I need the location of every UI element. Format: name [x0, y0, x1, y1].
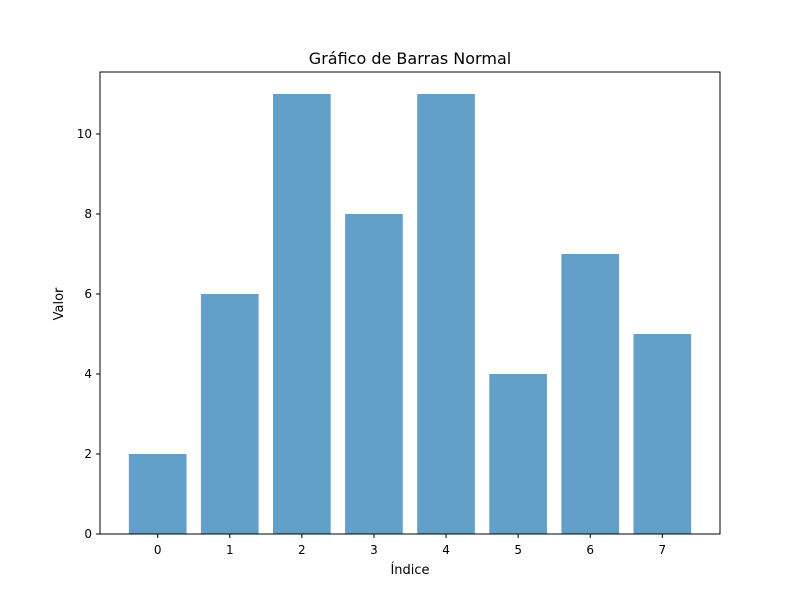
x-tick-label: 4: [442, 543, 450, 557]
x-tick-label: 3: [370, 543, 378, 557]
x-tick-label: 1: [226, 543, 234, 557]
x-tick-label: 7: [659, 543, 667, 557]
axes-layer: 0 1 2 3 4 5 6 7 0 2 4 6 8 10: [77, 71, 721, 557]
bar-6: [561, 254, 620, 534]
bar-7: [633, 334, 692, 534]
bar-2: [273, 94, 331, 534]
bars-layer: [128, 94, 692, 534]
y-tick-label: 4: [84, 367, 92, 381]
plot-frame: [99, 71, 721, 535]
y-tick-label: 2: [84, 447, 92, 461]
bar-4: [417, 94, 475, 534]
bar-1: [200, 294, 259, 534]
y-tick-label: 6: [84, 287, 92, 301]
y-tick-label: 10: [77, 127, 92, 141]
x-tick-label: 2: [298, 543, 306, 557]
chart-title: Gráfico de Barras Normal: [309, 49, 511, 68]
bar-0: [128, 454, 187, 534]
bar-3: [345, 214, 403, 534]
x-tick-label: 5: [514, 543, 522, 557]
x-tick-label: 0: [154, 543, 162, 557]
y-tick-label: 0: [84, 527, 92, 541]
x-tick-label: 6: [586, 543, 594, 557]
bar-5: [489, 374, 547, 534]
x-axis-label: Índice: [390, 562, 429, 578]
y-axis-label: Valor: [52, 287, 67, 320]
y-tick-label: 8: [84, 207, 92, 221]
